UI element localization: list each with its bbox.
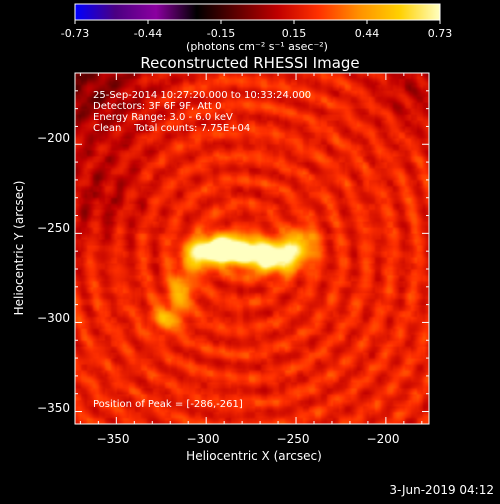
annotation-time-range: 25-Sep-2014 10:27:20.000 to 10:33:24.000 — [93, 90, 311, 101]
chart-title: Reconstructed RHESSI Image — [140, 54, 359, 72]
x-tick-label: −350 — [97, 432, 130, 446]
peak-position-label: Position of Peak = [-286,-261] — [93, 399, 243, 410]
annotation-counts: Clean Total counts: 7.75E+04 — [93, 123, 250, 134]
x-tick-label: −200 — [367, 432, 400, 446]
annotation-energy-range: Energy Range: 3.0 - 6.0 keV — [93, 112, 233, 123]
colorbar-tick-label: 0.73 — [428, 27, 453, 40]
heatmap-image — [75, 73, 429, 424]
colorbar: -0.73 -0.44 -0.15 0.15 0.44 0.73 (photon… — [61, 3, 453, 53]
colorbar-tick-label: -0.73 — [61, 27, 89, 40]
y-tick-label: −300 — [37, 311, 70, 325]
y-tick-label: −200 — [37, 131, 70, 145]
plot-area — [74, 72, 430, 425]
x-tick-label: −300 — [187, 432, 220, 446]
colorbar-unit-label: (photons cm⁻² s⁻¹ asec⁻²) — [186, 40, 328, 53]
colorbar-tick-label: 0.15 — [282, 27, 307, 40]
colorbar-tick-label: 0.44 — [355, 27, 380, 40]
colorbar-tick-label: -0.15 — [207, 27, 235, 40]
x-tick-label: −250 — [277, 432, 310, 446]
colorbar-tick-label: -0.44 — [134, 27, 162, 40]
annotation-detectors: Detectors: 3F 6F 9F, Att 0 — [93, 101, 221, 112]
footer-date: 3-Jun-2019 04:12 — [389, 483, 494, 497]
colorbar-ticks — [74, 20, 441, 24]
x-axis-label: Heliocentric X (arcsec) — [186, 449, 322, 463]
colorbar-gradient — [74, 3, 441, 21]
y-axis-label: Heliocentric Y (arcsec) — [12, 181, 26, 316]
axis-ticks — [75, 72, 429, 424]
y-tick-label: −350 — [37, 401, 70, 415]
y-tick-label: −250 — [37, 221, 70, 235]
annotations: 25-Sep-2014 10:27:20.000 to 10:33:24.000… — [93, 90, 311, 410]
plot-frame — [74, 72, 430, 425]
